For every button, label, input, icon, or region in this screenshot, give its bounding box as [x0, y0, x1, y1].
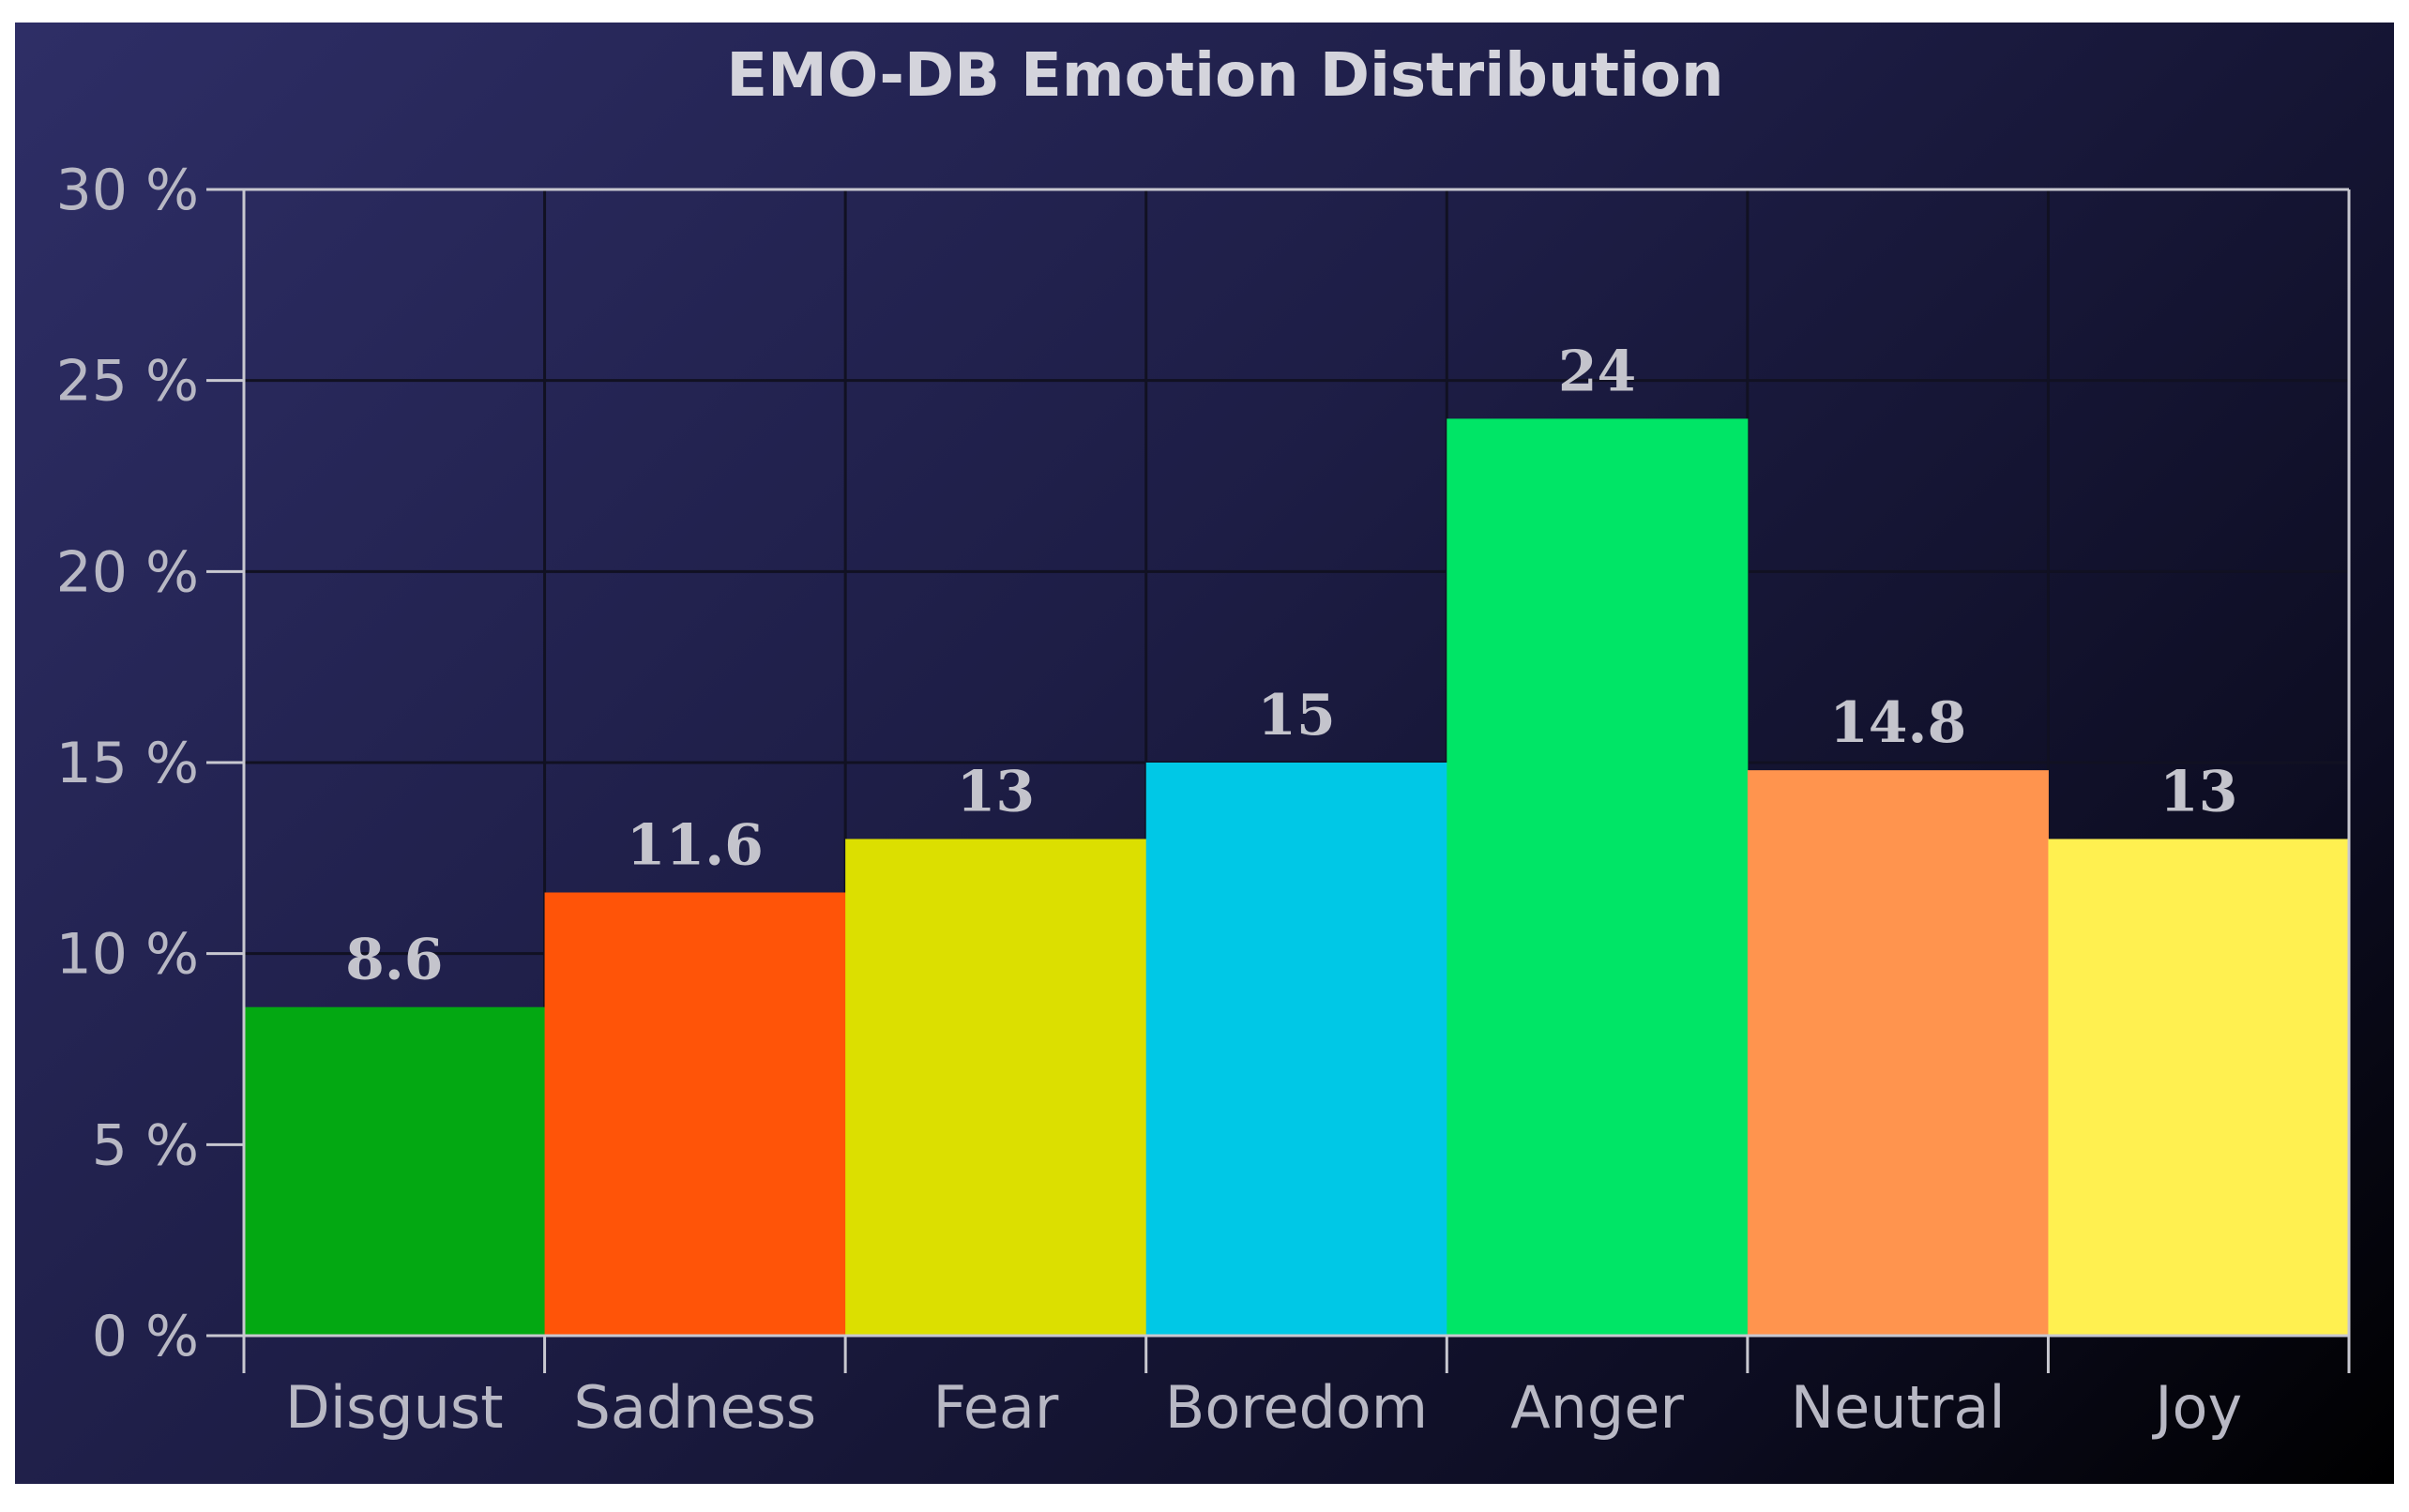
bars [244, 418, 2350, 1336]
axes [206, 188, 2351, 1373]
x-tick-label: Joy [2151, 1373, 2242, 1442]
bar-neutral [1747, 770, 2049, 1336]
y-tick-label: 10 % [56, 922, 199, 988]
y-tick-label: 15 % [56, 731, 199, 796]
y-tick-label: 20 % [56, 539, 199, 605]
data-label: 14.8 [1829, 690, 1966, 756]
bar-sadness [544, 892, 846, 1336]
bar-joy [2048, 839, 2350, 1336]
y-tick-label: 5 % [92, 1112, 199, 1178]
data-label: 8.6 [345, 928, 443, 993]
y-tick-label: 0 % [92, 1304, 199, 1369]
labels: 8.6 11.6 13 15 24 14.8 13 0 % 5 % 10 % 15 % 20 % 25 … [56, 158, 2243, 1442]
y-tick-label: 30 % [56, 158, 199, 223]
bar-anger [1447, 418, 1749, 1336]
x-tick-label: Boredom [1165, 1373, 1428, 1442]
x-tick-label: Sadness [573, 1373, 816, 1442]
bar-boredom [1145, 763, 1447, 1336]
bar-disgust [244, 1006, 546, 1336]
bar-chart: EMO-DB Emotion Distribution 8.6 11.6 13 15 2… [56, 41, 2351, 1442]
x-tick-label: Fear [932, 1373, 1058, 1442]
data-label: 24 [1558, 339, 1637, 404]
bar-fear [845, 839, 1147, 1336]
chart-title: EMO-DB Emotion Distribution [726, 41, 1723, 111]
chart-panel: EMO-DB Emotion Distribution 8.6 11.6 13 15 2… [15, 23, 2394, 1484]
x-tick-label: Neutral [1791, 1373, 2006, 1442]
y-tick-label: 25 % [56, 349, 199, 415]
data-label: 15 [1257, 683, 1336, 748]
data-label: 11.6 [627, 812, 764, 878]
x-tick-label: Disgust [285, 1373, 504, 1442]
x-tick-label: Anger [1510, 1373, 1684, 1442]
data-label: 13 [957, 759, 1036, 824]
data-label: 13 [2159, 759, 2238, 824]
